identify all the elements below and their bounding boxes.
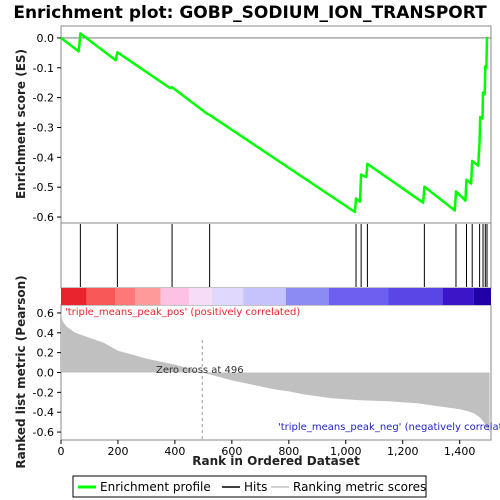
hit-lines (79, 224, 488, 287)
x-tick-label: 200 (107, 445, 128, 458)
heatmap-segment (388, 288, 443, 305)
legend-metric-label: Ranking metric scores (293, 480, 426, 494)
es-panel-frame (60, 25, 492, 224)
heatmap-segment (328, 288, 389, 305)
heatmap-segment (285, 288, 329, 305)
heatmap-segment (61, 288, 87, 305)
x-tick-label: 1,400 (444, 445, 476, 458)
es-y-tick-label: -0.5 (33, 181, 54, 194)
heatmap-segment (473, 288, 491, 305)
es-y-tick-label: -0.2 (33, 92, 54, 105)
heatmap-segment (211, 288, 244, 305)
heatmap-segment (442, 288, 474, 305)
x-tick-label: 400 (164, 445, 185, 458)
metric-area-group (61, 312, 490, 440)
rank-heatmap (61, 288, 491, 305)
zero-cross-label: Zero cross at 496 (156, 365, 244, 376)
metric-y-label: Ranked list metric (Pearson) (14, 275, 28, 468)
neg-correlated-label: 'triple_means_peak_neg' (negatively corr… (278, 422, 500, 433)
x-tick-label: 600 (221, 445, 242, 458)
enrichment-profile-group (60, 32, 489, 214)
x-tick-label: 1,000 (330, 445, 362, 458)
es-y-axis: 0.0 -0.1 -0.2 -0.3 -0.4 -0.5 -0.6 (33, 32, 61, 224)
es-y-tick-label: -0.4 (33, 151, 54, 164)
es-y-tick-label: -0.3 (33, 121, 54, 134)
metric-y-tick-label: -0.2 (33, 386, 54, 399)
legend-hits-label: Hits (244, 480, 267, 494)
metric-y-axis: 0.6 0.4 0.2 0.0 -0.2 -0.4 -0.6 (33, 307, 61, 439)
ranking-metric-area (61, 312, 490, 433)
heatmap-segment (243, 288, 286, 305)
heatmap-segment (135, 288, 161, 305)
enrichment-profile-line (60, 32, 489, 214)
es-y-tick-label: -0.6 (33, 211, 54, 224)
pos-correlated-label: 'triple_means_peak_pos' (positively corr… (65, 307, 300, 318)
heatmap-segment (189, 288, 212, 305)
chart-title: Enrichment plot: GOBP_SODIUM_ION_TRANSPO… (13, 3, 487, 23)
metric-y-tick-label: 0.6 (37, 307, 55, 320)
x-axis: 0 200 400 600 800 1,000 1,200 1,400 (58, 440, 476, 458)
metric-y-tick-label: 0.0 (37, 367, 55, 380)
es-y-tick-label: -0.1 (33, 62, 54, 75)
metric-y-tick-label: -0.6 (33, 426, 54, 439)
x-axis-label: Rank in Ordered Dataset (192, 454, 360, 468)
x-tick-label: 800 (278, 445, 299, 458)
hits-panel-frame (60, 222, 492, 289)
metric-y-tick-label: 0.2 (37, 347, 55, 360)
heatmap-segment (160, 288, 190, 305)
heatmap-segment (115, 288, 136, 305)
metric-y-tick-label: -0.4 (33, 406, 54, 419)
x-tick-label: 1,200 (387, 445, 419, 458)
es-y-label: Enrichment score (ES) (14, 49, 28, 199)
legend-enrichment-label: Enrichment profile (100, 480, 211, 494)
heatmap-segment (86, 288, 116, 305)
legend-box (72, 475, 427, 498)
x-tick-label: 0 (58, 445, 65, 458)
es-y-tick-label: 0.0 (37, 32, 55, 45)
metric-y-tick-label: 0.4 (37, 327, 55, 340)
